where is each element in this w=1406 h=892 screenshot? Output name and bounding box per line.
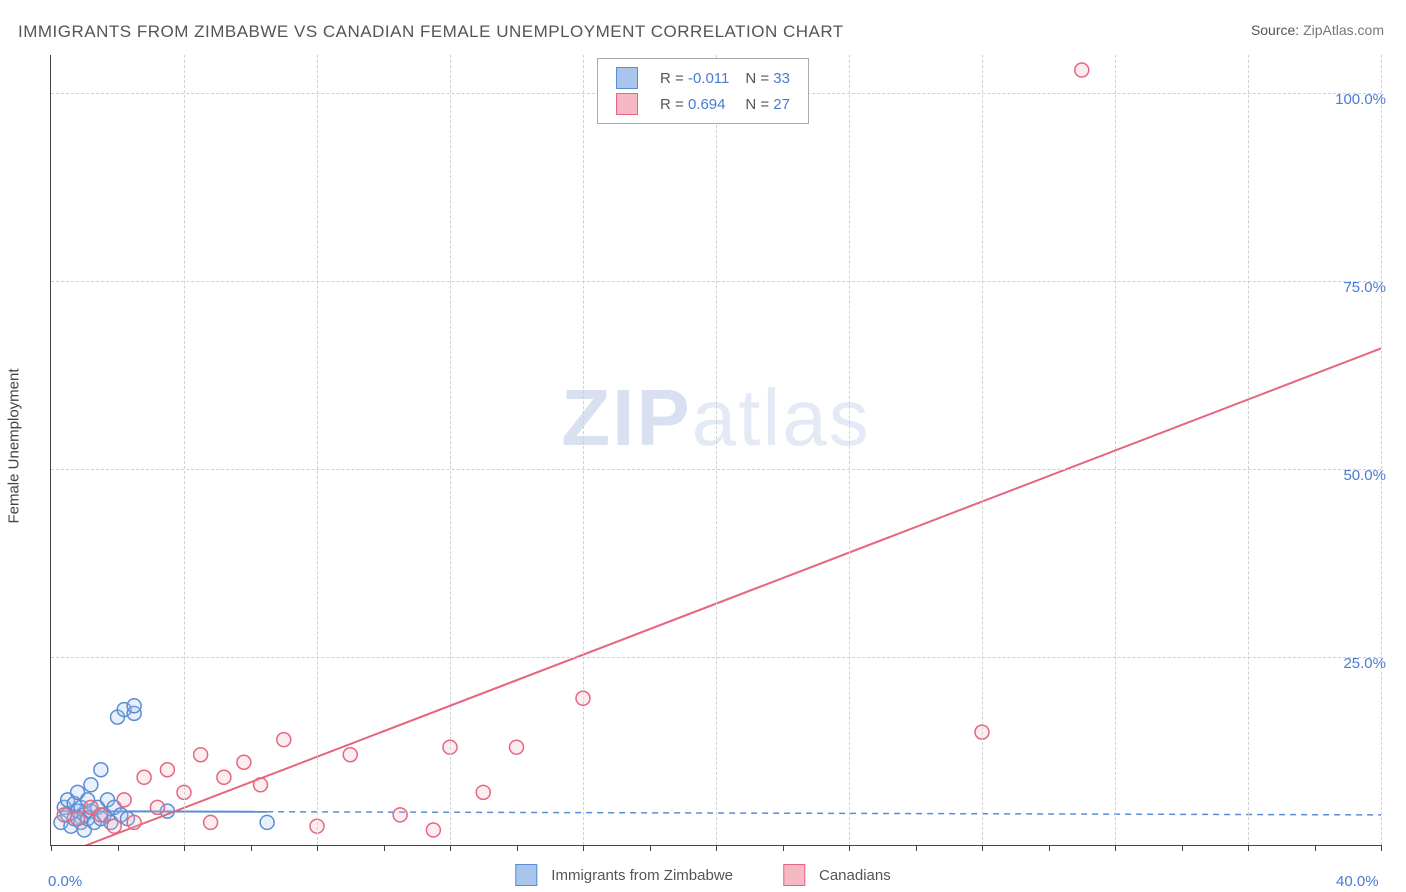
r-label: R =	[660, 96, 688, 113]
gridline-v	[716, 55, 717, 845]
xtick	[716, 845, 717, 851]
n-label: N =	[745, 70, 773, 87]
gridline-v	[583, 55, 584, 845]
xtick	[1182, 845, 1183, 851]
xtick	[450, 845, 451, 851]
correlation-legend: R = -0.011 N = 33 R = 0.694 N = 27	[597, 58, 809, 124]
xtick	[1049, 845, 1050, 851]
plot-area: ZIPatlas	[50, 55, 1381, 846]
xtick	[1315, 845, 1316, 851]
xtick	[982, 845, 983, 851]
watermark-part2: atlas	[692, 373, 871, 462]
legend-swatch	[783, 864, 805, 886]
legend-row: R = 0.694 N = 27	[608, 91, 798, 117]
xtick	[783, 845, 784, 851]
legend-swatch	[515, 864, 537, 886]
legend-item: Immigrants from Zimbabwe	[515, 864, 733, 886]
xtick-label: 40.0%	[1336, 873, 1379, 890]
gridline-v	[849, 55, 850, 845]
xtick	[517, 845, 518, 851]
gridline-v	[1115, 55, 1116, 845]
xtick-label: 0.0%	[48, 873, 82, 890]
xtick	[118, 845, 119, 851]
xtick	[1115, 845, 1116, 851]
ytick-label: 75.0%	[1343, 279, 1386, 296]
xtick	[51, 845, 52, 851]
xtick	[1381, 845, 1382, 851]
xtick	[650, 845, 651, 851]
source-value: ZipAtlas.com	[1303, 22, 1384, 38]
legend-label: Immigrants from Zimbabwe	[551, 867, 733, 884]
ytick-label: 50.0%	[1343, 467, 1386, 484]
xtick	[916, 845, 917, 851]
xtick	[317, 845, 318, 851]
legend-label: Canadians	[819, 867, 891, 884]
r-label: R =	[660, 70, 688, 87]
legend-swatch	[616, 67, 638, 89]
gridline-v	[450, 55, 451, 845]
gridline-v	[184, 55, 185, 845]
r-value: 0.694	[688, 96, 726, 113]
xtick	[583, 845, 584, 851]
xtick	[251, 845, 252, 851]
n-label: N =	[745, 96, 773, 113]
gridline-v	[317, 55, 318, 845]
xtick	[184, 845, 185, 851]
ytick-label: 100.0%	[1335, 91, 1386, 108]
source-label: Source:	[1251, 22, 1299, 38]
n-value: 33	[773, 70, 790, 87]
gridline-v	[982, 55, 983, 845]
xtick	[384, 845, 385, 851]
legend-swatch	[616, 93, 638, 115]
legend-item: Canadians	[783, 864, 891, 886]
xtick	[849, 845, 850, 851]
r-value: -0.011	[688, 70, 729, 87]
gridline-v	[1381, 55, 1382, 845]
source-attribution: Source: ZipAtlas.com	[1251, 22, 1384, 38]
n-value: 27	[773, 96, 790, 113]
chart-title: IMMIGRANTS FROM ZIMBABWE VS CANADIAN FEM…	[18, 22, 844, 42]
xtick	[1248, 845, 1249, 851]
gridline-v	[1248, 55, 1249, 845]
series-legend: Immigrants from Zimbabwe Canadians	[515, 864, 890, 886]
watermark-part1: ZIP	[561, 373, 691, 462]
ytick-label: 25.0%	[1343, 655, 1386, 672]
y-axis-label: Female Unemployment	[6, 368, 23, 523]
legend-row: R = -0.011 N = 33	[608, 65, 798, 91]
